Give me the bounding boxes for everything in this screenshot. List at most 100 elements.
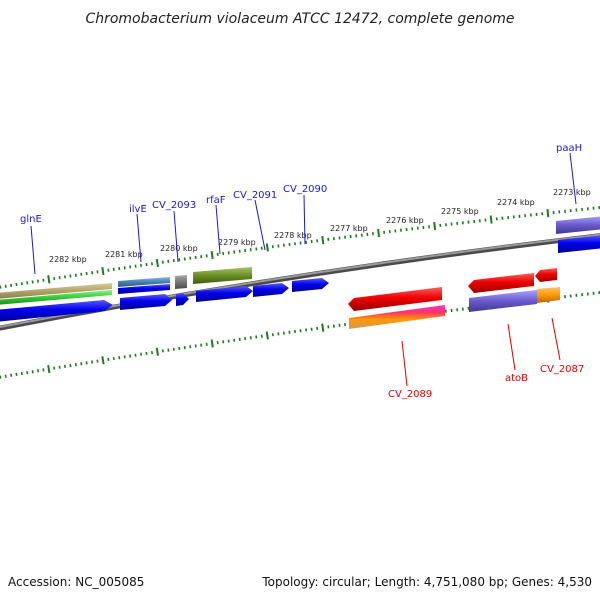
ruler-minor-tick bbox=[161, 260, 164, 264]
ruler-minor-tick bbox=[26, 370, 29, 375]
label-leaders bbox=[30, 152, 577, 387]
feature-ilve-steel[interactable] bbox=[118, 277, 170, 287]
ruler-minor-tick bbox=[118, 356, 121, 360]
ruler-major-tick bbox=[321, 323, 325, 332]
ruler-minor-tick bbox=[140, 352, 143, 356]
gene-label-cv2089[interactable]: CV_2089 bbox=[388, 389, 432, 400]
feature-glne-green[interactable] bbox=[0, 290, 112, 305]
gene-label-cv2090[interactable]: CV_2090 bbox=[283, 184, 327, 195]
ruler-minor-tick bbox=[107, 268, 110, 272]
ruler-minor-tick bbox=[288, 330, 291, 334]
feature-rfaf-olive[interactable] bbox=[193, 267, 252, 284]
ruler-minor-tick bbox=[123, 355, 126, 359]
ruler-minor-tick bbox=[80, 362, 83, 366]
tick-label: 2274 kbp bbox=[497, 198, 535, 207]
tick-label: 2282 kbp bbox=[49, 255, 87, 264]
tick-labels: 2282 kbp 2281 kbp 2280 kbp 2279 kbp 2278… bbox=[49, 188, 591, 264]
tick-label: 2275 kbp bbox=[441, 207, 479, 216]
cds-rfaf[interactable] bbox=[196, 286, 253, 302]
ruler-major-tick bbox=[265, 243, 269, 252]
ruler-minor-tick bbox=[0, 285, 2, 289]
ruler-minor-tick bbox=[42, 368, 45, 372]
ruler-major-tick bbox=[101, 266, 105, 276]
ruler-minor-tick bbox=[107, 357, 110, 362]
feature-paah-purple[interactable] bbox=[556, 216, 600, 234]
gene-label-ilve[interactable]: ilvE bbox=[129, 204, 147, 215]
ruler-minor-tick bbox=[183, 345, 186, 350]
cds-cv2091[interactable] bbox=[253, 283, 289, 297]
feature-ilve-blue[interactable] bbox=[118, 284, 170, 294]
ruler-minor-tick bbox=[20, 282, 23, 286]
ruler-minor-tick bbox=[85, 271, 88, 276]
ruler-minor-tick bbox=[129, 354, 132, 358]
ruler-minor-tick bbox=[85, 361, 88, 365]
ruler-major-tick bbox=[265, 331, 269, 340]
feature-cv2089-bands[interactable] bbox=[349, 305, 445, 329]
ruler-major-tick bbox=[433, 221, 437, 231]
gene-label-cv2087[interactable]: CV_2087 bbox=[540, 364, 584, 375]
cds-paah[interactable] bbox=[558, 235, 600, 253]
ruler-major-tick bbox=[155, 347, 159, 356]
forward-features bbox=[0, 216, 600, 322]
ruler-major-tick bbox=[546, 209, 550, 218]
ruler-minor-tick bbox=[255, 335, 258, 339]
cds-cv2089[interactable] bbox=[348, 287, 442, 311]
ruler-minor-tick bbox=[4, 374, 7, 378]
feature-glne-tan[interactable] bbox=[0, 283, 112, 299]
ruler-major-tick bbox=[47, 275, 51, 284]
tick-label: 2279 kbp bbox=[218, 238, 256, 247]
gene-label-glne[interactable]: glnE bbox=[20, 214, 42, 225]
ruler-minor-tick bbox=[178, 346, 181, 351]
cds-atob[interactable] bbox=[468, 273, 534, 293]
ruler-minor-tick bbox=[4, 284, 7, 288]
feature-cv2093-gray[interactable] bbox=[175, 275, 187, 289]
cds-glne[interactable] bbox=[0, 300, 113, 322]
ruler-minor-tick bbox=[145, 351, 148, 356]
genome-summary-text: Topology: circular; Length: 4,751,080 bp… bbox=[261, 575, 592, 589]
ruler-minor-tick bbox=[118, 266, 121, 271]
ruler-minor-tick bbox=[134, 353, 137, 357]
ruler-major-tick bbox=[101, 356, 105, 365]
ruler-minor-tick bbox=[69, 363, 72, 368]
cds-cv2087[interactable] bbox=[535, 268, 557, 282]
ruler-major-tick bbox=[47, 364, 51, 374]
ruler-major-tick bbox=[377, 228, 380, 238]
tick-label: 2277 kbp bbox=[330, 224, 368, 233]
tick-label: 2278 kbp bbox=[274, 231, 312, 240]
ruler-major-tick bbox=[489, 215, 493, 224]
ruler-minor-tick bbox=[0, 375, 2, 379]
ruler-minor-tick bbox=[271, 333, 274, 337]
ruler-minor-tick bbox=[150, 350, 153, 355]
ruler-minor-tick bbox=[15, 372, 18, 377]
ruler-minor-tick bbox=[189, 345, 192, 349]
tick-label: 2280 kbp bbox=[160, 244, 198, 253]
gene-label-cv2093[interactable]: CV_2093 bbox=[152, 200, 196, 211]
ruler-minor-tick bbox=[183, 257, 186, 261]
ruler-minor-tick bbox=[20, 371, 23, 376]
ruler-minor-tick bbox=[299, 329, 302, 333]
ruler-minor-tick bbox=[74, 273, 77, 277]
ruler-major-tick bbox=[210, 339, 214, 348]
tick-label: 2273 kbp bbox=[553, 188, 591, 197]
ruler-major-tick bbox=[321, 235, 325, 245]
ruler-minor-tick bbox=[26, 281, 29, 285]
tick-label: 2281 kbp bbox=[105, 250, 143, 259]
gene-label-atob[interactable]: atoB bbox=[505, 373, 528, 384]
ruler-minor-tick bbox=[91, 360, 94, 364]
ruler-minor-tick bbox=[150, 262, 153, 266]
cds-ilve[interactable] bbox=[120, 294, 172, 310]
feature-cv2087-orange[interactable] bbox=[537, 287, 560, 303]
gene-label-cv2091[interactable]: CV_2091 bbox=[233, 190, 277, 201]
tick-label: 2276 kbp bbox=[386, 216, 424, 225]
ruler-minor-tick bbox=[31, 370, 34, 374]
ruler-minor-tick bbox=[15, 282, 18, 287]
gene-label-paah[interactable]: paaH bbox=[556, 143, 582, 154]
feature-atob-purple[interactable] bbox=[469, 290, 537, 312]
ruler-minor-tick bbox=[10, 373, 13, 377]
ruler-minor-tick bbox=[167, 348, 170, 352]
cds-cv2090[interactable] bbox=[292, 278, 329, 292]
ruler-major-tick bbox=[155, 258, 159, 268]
gene-label-rfaf[interactable]: rfaF bbox=[206, 195, 226, 206]
ruler-minor-tick bbox=[161, 349, 164, 353]
cds-cv2093[interactable] bbox=[176, 293, 189, 306]
